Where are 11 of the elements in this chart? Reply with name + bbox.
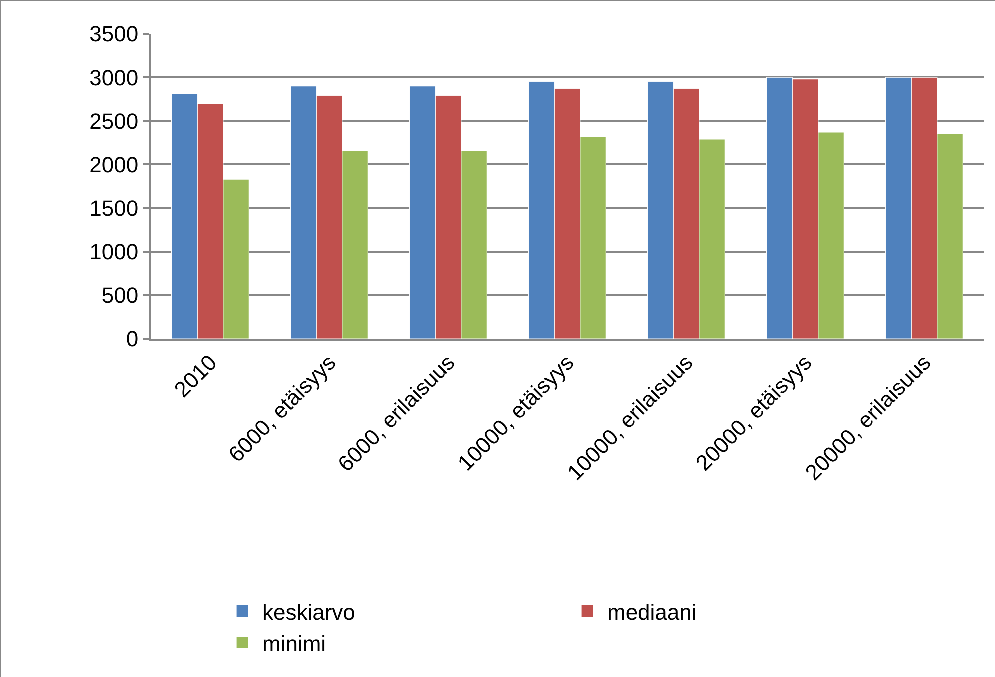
- y-tick-label: 3500: [90, 22, 139, 47]
- y-tick-label: 1000: [90, 240, 139, 265]
- legend-label: keskiarvo: [262, 600, 356, 625]
- y-tick-label: 1500: [90, 196, 139, 221]
- legend-label: mediaani: [608, 600, 697, 625]
- legend-label: minimi: [262, 631, 326, 656]
- y-tick-label: 0: [126, 326, 139, 352]
- y-tick-label: 2000: [90, 152, 139, 178]
- y-tick-label: 500: [102, 283, 139, 308]
- y-tick-label: 2500: [90, 108, 139, 134]
- y-tick-label: 3000: [90, 65, 139, 90]
